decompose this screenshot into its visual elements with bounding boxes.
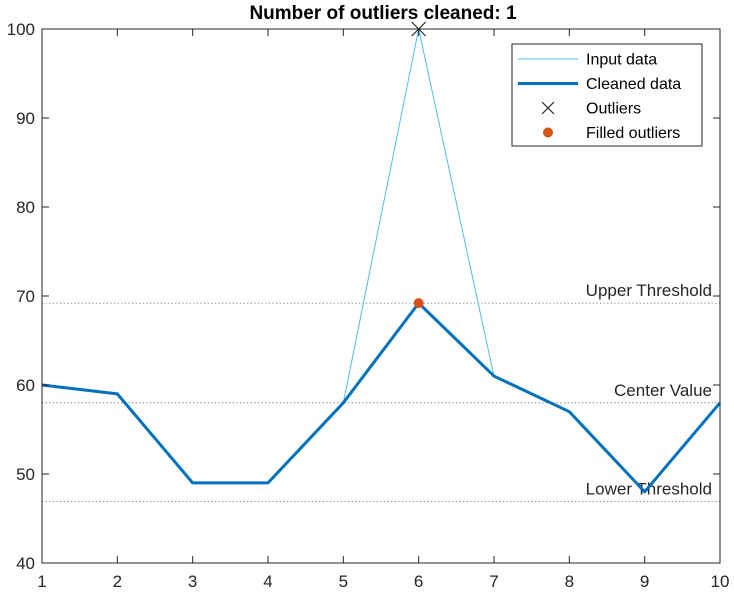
reference-line-label-2: Center Value bbox=[614, 381, 712, 400]
reference-line-label-1: Upper Threshold bbox=[586, 281, 712, 300]
y-tick-label: 60 bbox=[16, 376, 35, 395]
legend-label: Input data bbox=[586, 52, 657, 69]
legend-box bbox=[511, 43, 703, 147]
series-line-2 bbox=[41, 301, 722, 494]
legend-swatch-outliers bbox=[541, 101, 555, 115]
chart-title: Number of outliers cleaned: 1 bbox=[249, 3, 517, 24]
y-tick-label: 100 bbox=[7, 20, 35, 39]
y-tick-label: 50 bbox=[16, 465, 35, 484]
x-tick-label: 4 bbox=[263, 572, 272, 591]
x-tick-label: 6 bbox=[414, 572, 423, 591]
legend: Input data Cleaned data Outliers Filled out… bbox=[511, 43, 703, 147]
x-tick-label: 7 bbox=[489, 572, 498, 591]
legend-swatch-filled-outliers bbox=[543, 127, 553, 138]
y-tick-label: 90 bbox=[16, 109, 35, 128]
x-tick-label: 5 bbox=[339, 572, 348, 591]
x-tick-label: 2 bbox=[113, 572, 122, 591]
x-tick-label: 10 bbox=[711, 572, 730, 591]
filled-outlier-marker-1 bbox=[413, 298, 424, 309]
y-tick-label: 70 bbox=[16, 287, 35, 306]
y-tick-label: 40 bbox=[16, 554, 35, 573]
x-tick-label: 9 bbox=[640, 572, 649, 591]
legend-label: Filled outliers bbox=[586, 125, 680, 142]
x-tick-label: 8 bbox=[565, 572, 574, 591]
x-tick-label: 3 bbox=[188, 572, 197, 591]
y-tick-label: 80 bbox=[16, 198, 35, 217]
x-tick-label: 1 bbox=[37, 572, 46, 591]
axes: 1 2 3 4 5 6 7 8 9 10 40 50 60 70 80 90 100 bbox=[7, 20, 730, 591]
legend-label: Outliers bbox=[586, 101, 641, 118]
legend-label: Cleaned data bbox=[586, 76, 681, 93]
